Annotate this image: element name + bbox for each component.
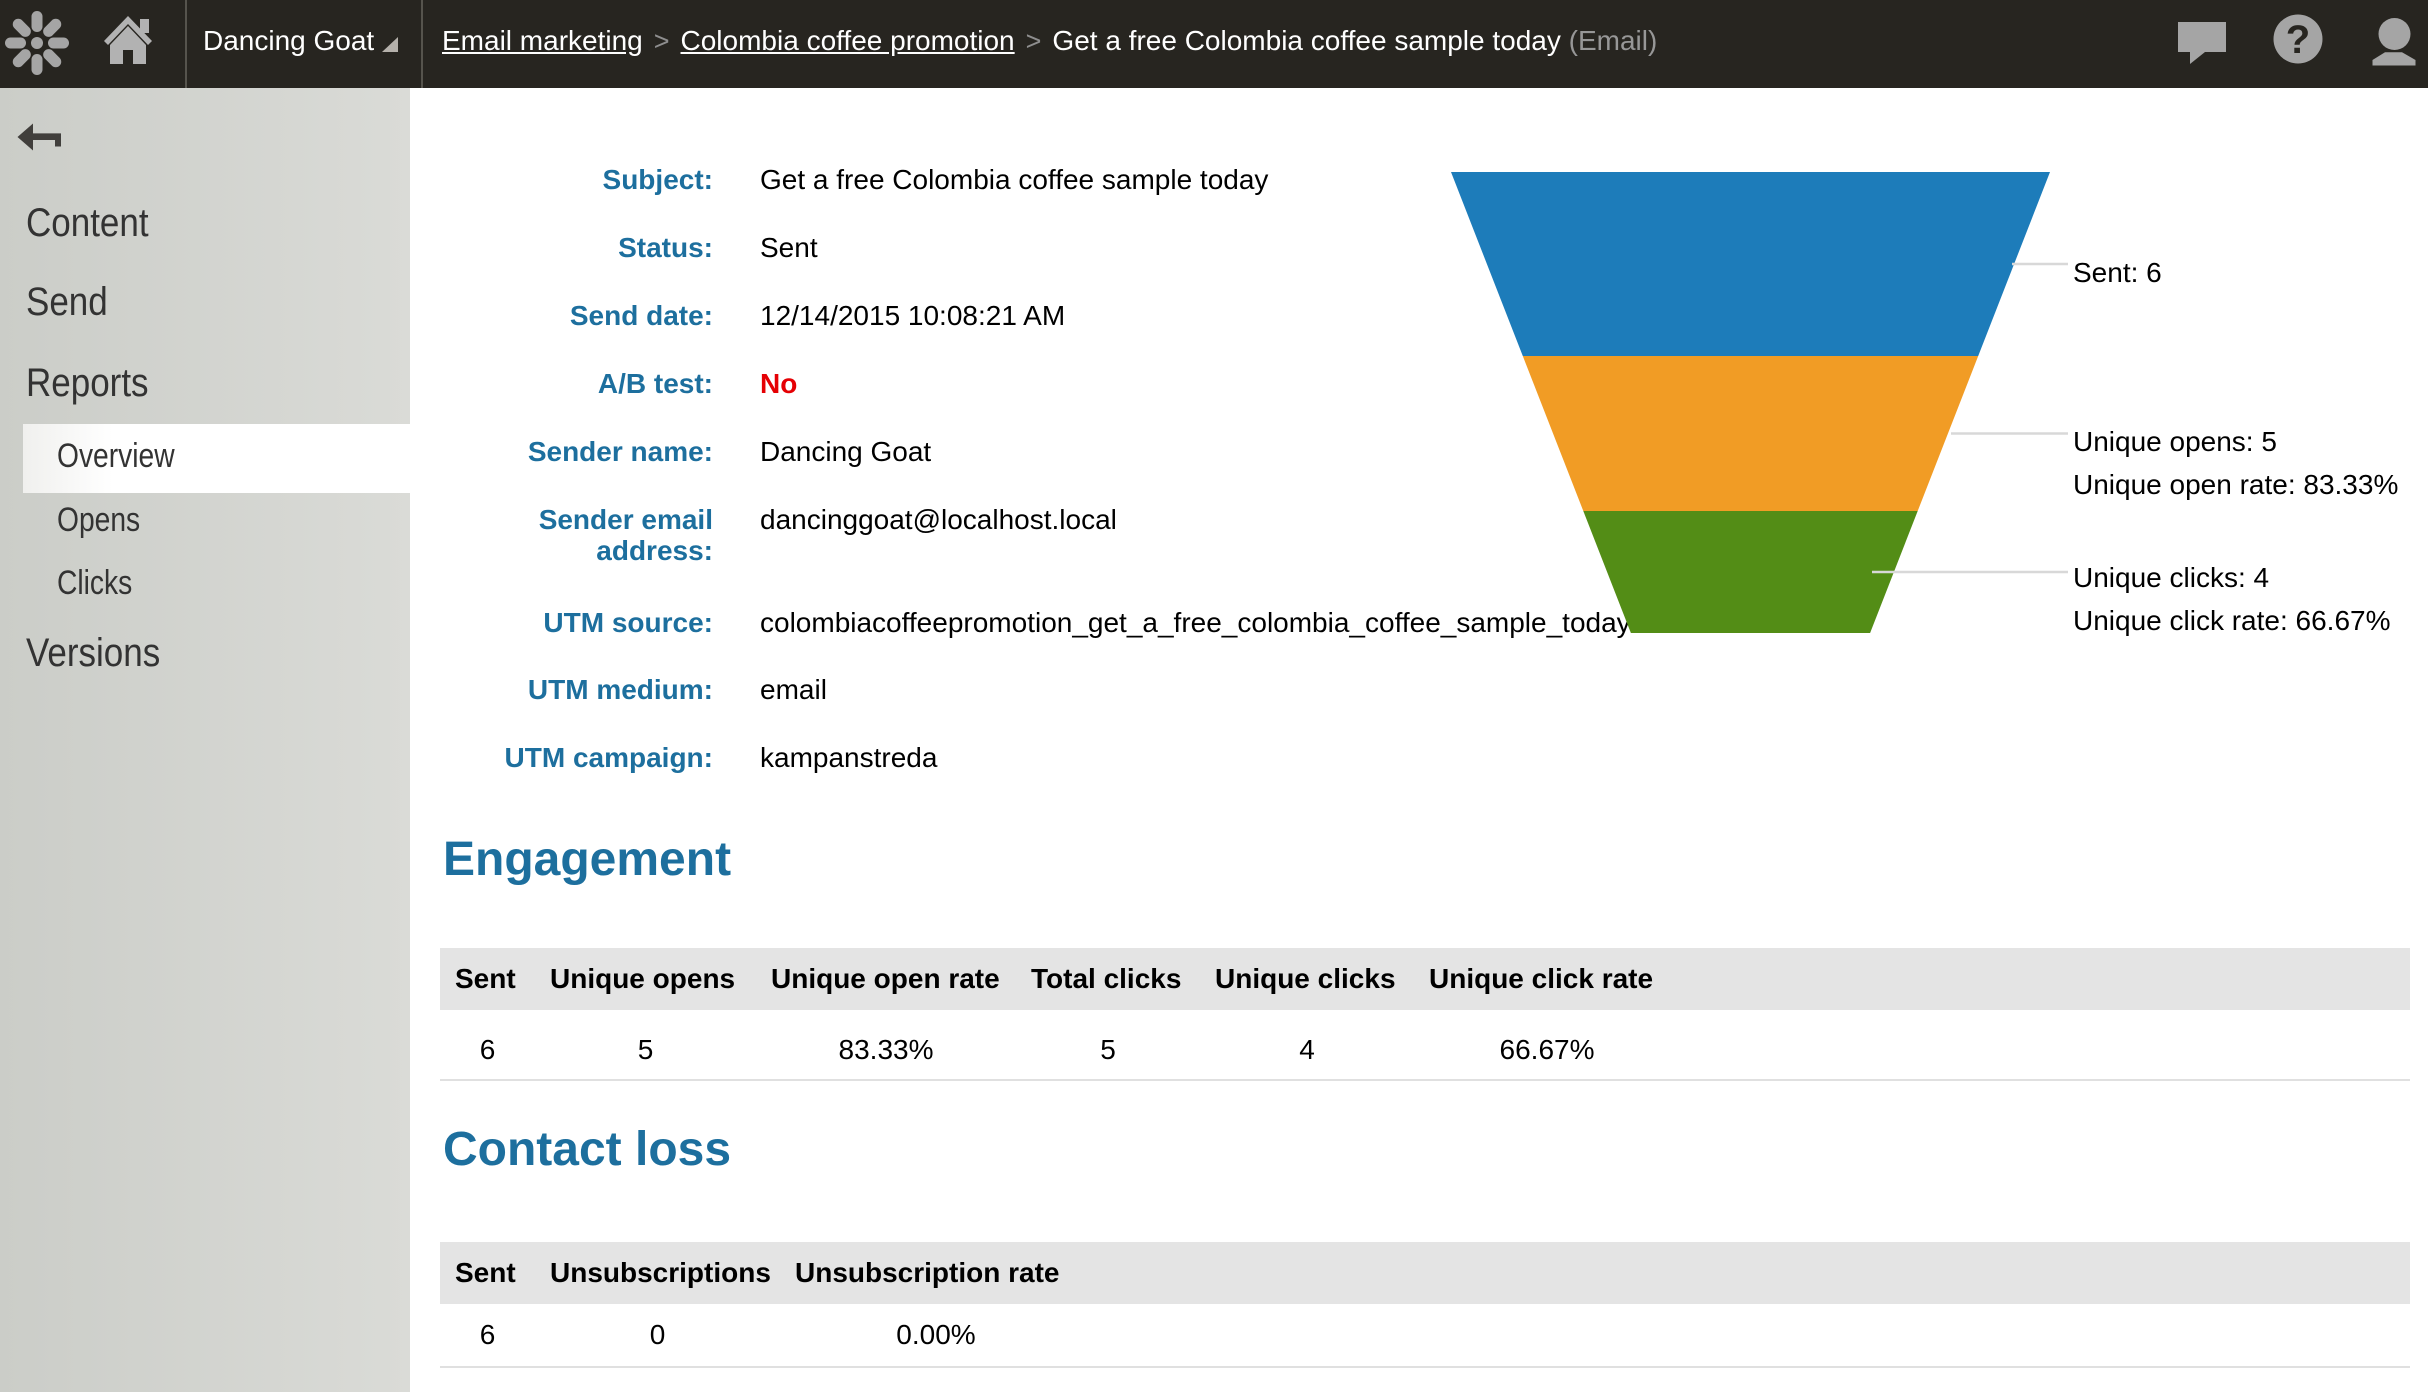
svg-text:?: ? [2286,18,2310,62]
svg-text:Sent: 6: Sent: 6 [2073,257,2162,288]
svg-text:Unique opens: 5: Unique opens: 5 [2073,426,2277,457]
svg-text:Unique open rate: 83.33%: Unique open rate: 83.33% [2073,469,2398,500]
svg-text:Unique clicks: 4: Unique clicks: 4 [2073,562,2269,593]
svg-text:Unique click rate: 66.67%: Unique click rate: 66.67% [2073,605,2391,636]
